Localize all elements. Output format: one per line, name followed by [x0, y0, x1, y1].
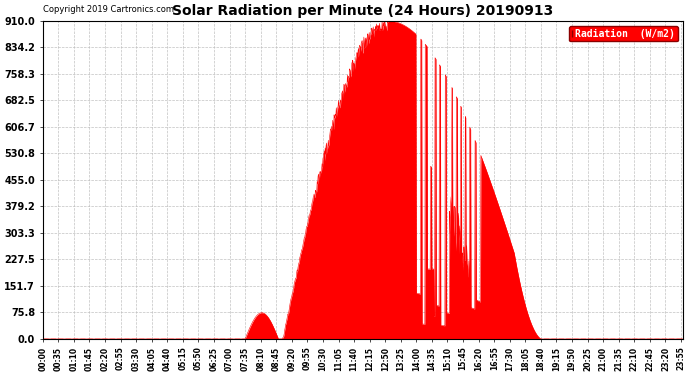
Legend: Radiation  (W/m2): Radiation (W/m2) [569, 26, 678, 42]
Title: Solar Radiation per Minute (24 Hours) 20190913: Solar Radiation per Minute (24 Hours) 20… [172, 4, 553, 18]
Text: Copyright 2019 Cartronics.com: Copyright 2019 Cartronics.com [43, 5, 174, 14]
